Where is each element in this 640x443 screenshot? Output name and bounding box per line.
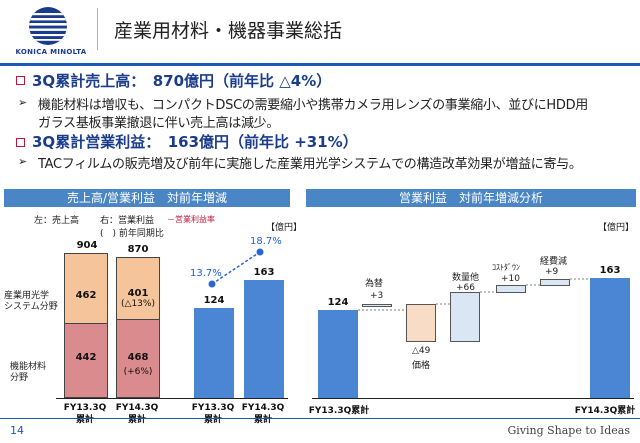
bullet-line: ガラス基板事業撤退に伴い売上高は減少。	[38, 116, 280, 131]
sales-bar-fy14-optical: 401 (△13%)	[116, 257, 160, 319]
x-label-sales-fy13: FY13.3Q 累計	[63, 403, 107, 425]
waterfall-end-value: 163	[599, 265, 621, 276]
brand-logo: KONICA MINOLTA	[0, 0, 96, 62]
globe-icon	[29, 7, 67, 45]
right-panel-title: 営業利益 対前年増減分析	[306, 189, 636, 207]
rate-line	[208, 248, 264, 288]
step-name: 為替	[365, 279, 384, 289]
segment-label-optical: 産業用光学 システム分野	[4, 291, 58, 312]
sales-value: 442	[75, 352, 97, 363]
step-value: +3	[370, 291, 384, 301]
footer-rule	[0, 418, 640, 419]
sales-total-fy14: 870	[127, 244, 149, 255]
step-name: ｺｽﾄﾀﾞｳﾝ	[492, 263, 520, 272]
page-title: 産業用材料・機器事業総括	[114, 20, 343, 42]
profit-bar-fy14	[244, 280, 284, 398]
sales-value: 462	[75, 290, 97, 301]
step-name: 数量他	[452, 273, 480, 283]
x-label-profit-fy14: FY14.3Q 累計	[241, 403, 285, 425]
header-rule	[0, 63, 640, 66]
legend-paren: ( ) 前年同期比	[100, 229, 164, 239]
waterfall-start-bar	[318, 310, 358, 398]
waterfall-step-expense	[540, 279, 570, 286]
arrow-right-icon: ➢	[18, 155, 28, 168]
sales-value: 468	[127, 352, 149, 363]
legend-left: 左：売上高	[34, 216, 80, 226]
waterfall-step-price	[406, 304, 436, 342]
bullet-square-icon	[16, 138, 25, 147]
bullet-square-icon	[16, 76, 25, 85]
step-value: +9	[545, 267, 559, 277]
waterfall-step-volume	[450, 292, 480, 342]
profit-value-fy14: 163	[253, 267, 275, 278]
waterfall-start-value: 124	[327, 297, 349, 308]
waterfall-step-fx	[362, 304, 392, 307]
waterfall-step-costdown	[496, 285, 526, 293]
bullet-line: 機能材料は増収も、コンパクトDSCの需要縮小や携帯カメラ用レンズの事業縮小、並び…	[38, 98, 588, 113]
x-label-end: FY14.3Q累計	[574, 406, 636, 416]
sales-bar-fy14-materials: 468 (+6%)	[116, 319, 160, 398]
page-number: 14	[10, 424, 24, 437]
step-value: +66	[456, 283, 475, 293]
sales-value: 401	[127, 288, 149, 299]
legend-rate: －営業利益率	[167, 215, 215, 224]
sales-change: (+6%)	[123, 367, 153, 377]
sales-change: (△13%)	[121, 299, 155, 309]
brand-name: KONICA MINOLTA	[15, 48, 87, 56]
legend-right: 右：営業利益	[100, 216, 155, 226]
tagline: Giving Shape to Ideas	[507, 424, 630, 437]
rate-fy14: 18.7%	[250, 236, 282, 247]
sales-bar-fy13-materials: 442	[64, 323, 108, 398]
bullet-line: TACフィルムの販売増及び前年に実施した産業用光学システムでの構造改革効果が増益…	[38, 157, 582, 172]
step-value: +10	[501, 274, 520, 284]
unit-label: 【億円】	[598, 223, 635, 233]
x-label-start: FY13.3Q累計	[308, 406, 370, 416]
step-value: △49	[412, 346, 431, 356]
waterfall-connectors	[358, 278, 592, 311]
step-name: 経費減	[540, 257, 568, 267]
x-label-profit-fy13: FY13.3Q 累計	[191, 403, 235, 425]
bullet-head-profit: 3Q累計営業利益： 163億円（前年比 +31%）	[32, 133, 358, 151]
unit-label: 【億円】	[266, 223, 303, 233]
profit-value-fy13: 124	[203, 295, 225, 306]
header-divider	[97, 8, 98, 50]
left-panel-title: 売上高/営業利益 対前年増減	[4, 189, 290, 207]
waterfall-end-bar	[590, 278, 630, 398]
profit-bar-fy13	[194, 308, 234, 398]
sales-total-fy13: 904	[76, 240, 98, 251]
left-axis	[56, 398, 288, 399]
arrow-right-icon: ➢	[18, 96, 28, 109]
segment-label-materials: 機能材料 分野	[10, 362, 47, 383]
step-name: 価格	[412, 361, 431, 371]
bullet-head-sales: 3Q累計売上高： 870億円（前年比 △4%）	[32, 72, 332, 90]
rate-fy13: 13.7%	[190, 268, 222, 279]
right-axis	[312, 398, 634, 399]
x-label-sales-fy14: FY14.3Q 累計	[115, 403, 159, 425]
sales-bar-fy13-optical: 462	[64, 253, 108, 323]
